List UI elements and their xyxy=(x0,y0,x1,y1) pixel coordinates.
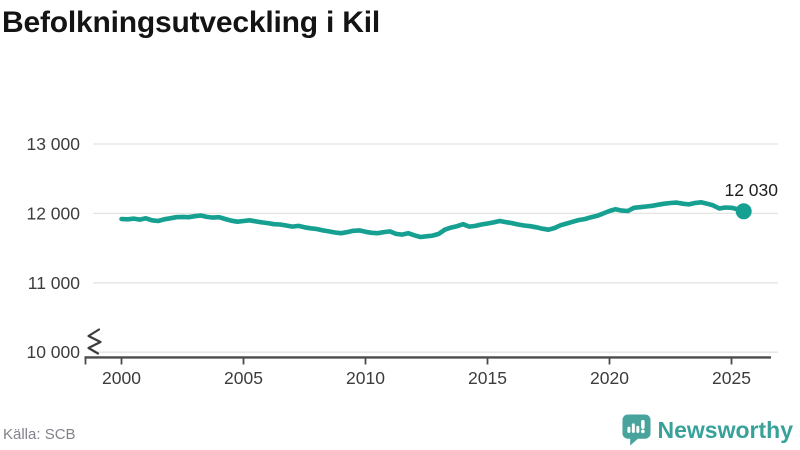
x-axis: 2000 2005 2010 2015 2020 2025 xyxy=(84,328,771,388)
y-tick-label: 13 000 xyxy=(26,134,80,154)
population-series-line xyxy=(119,200,747,240)
y-tick-label: 12 000 xyxy=(26,203,80,223)
x-tick-label: 2010 xyxy=(346,368,385,388)
x-tick-label: 2005 xyxy=(224,368,263,388)
x-tick-label: 2015 xyxy=(468,368,507,388)
source-note: Källa: SCB xyxy=(3,426,76,443)
x-tick-label: 2000 xyxy=(102,368,141,388)
newsworthy-bubble-chart-icon xyxy=(621,414,651,446)
page-title: Befolkningsutveckling i Kil xyxy=(2,6,380,39)
newsworthy-logo[interactable]: Newsworthy xyxy=(621,414,793,446)
latest-value-label: 12 030 xyxy=(724,180,778,200)
y-axis: 13 000 12 000 11 000 10 000 xyxy=(26,134,80,362)
y-tick-label: 10 000 xyxy=(26,342,80,362)
gridlines xyxy=(93,143,778,353)
bar-chart-glyph xyxy=(626,420,645,434)
x-tick-label: 2025 xyxy=(712,368,751,388)
latest-value-dot xyxy=(735,203,752,220)
y-tick-label: 11 000 xyxy=(28,273,80,293)
y-axis-break-icon xyxy=(87,328,102,355)
x-tick-label: 2020 xyxy=(590,368,629,388)
newsworthy-wordmark: Newsworthy xyxy=(657,416,793,443)
